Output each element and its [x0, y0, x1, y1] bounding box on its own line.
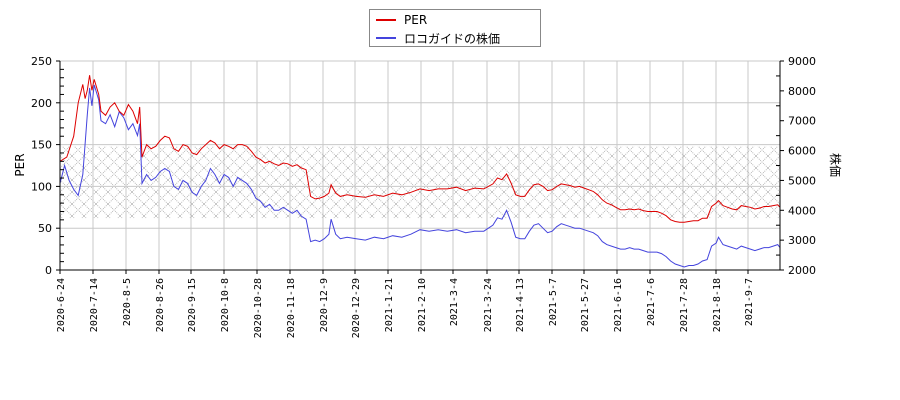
x-tick-label: 2021-2-10: [417, 278, 428, 332]
x-tick-label: 2021-5-7: [548, 278, 559, 326]
left-axis-title: PER: [13, 153, 27, 176]
x-tick-label: 2020-12-9: [319, 278, 330, 332]
right-tick-label: 8000: [788, 85, 816, 98]
x-tick-label: 2020-10-28: [253, 278, 264, 338]
right-tick-label: 6000: [788, 145, 816, 158]
x-tick-label: 2021-7-28: [679, 278, 690, 332]
x-tick-label: 2020-6-24: [56, 278, 67, 332]
left-tick-label: 150: [31, 139, 52, 152]
legend-item-per: PER: [370, 11, 427, 29]
legend-swatch-per: [376, 19, 396, 21]
x-tick-label: 2021-9-7: [744, 278, 755, 326]
x-tick-label: 2020-8-26: [155, 278, 166, 332]
x-tick-label: 2021-6-16: [613, 278, 624, 332]
series-line: [60, 75, 780, 223]
right-tick-label: 7000: [788, 115, 816, 128]
x-tick-label: 2020-10-8: [220, 278, 231, 332]
x-tick-label: 2021-8-18: [712, 278, 723, 332]
legend: PER ロコガイドの株価: [369, 9, 541, 47]
x-tick-label: 2021-4-13: [515, 278, 526, 332]
x-tick-label: 2020-9-15: [187, 278, 198, 332]
series-line: [60, 84, 780, 268]
right-axis-title: 株価: [828, 153, 843, 177]
shaded-band: [60, 146, 780, 219]
left-tick-label: 50: [38, 222, 52, 235]
legend-label-price: ロコガイドの株価: [404, 31, 501, 46]
right-tick-label: 4000: [788, 204, 816, 217]
x-tick-label: 2021-5-27: [580, 278, 591, 332]
x-tick-label: 2021-1-21: [384, 278, 395, 332]
axes: 2020-6-24 2020-7-14 2020-8-5 2020-8-26 2020-…: [31, 55, 816, 338]
left-tick-label: 0: [45, 264, 52, 277]
x-tick-label: 2020-7-14: [89, 278, 100, 332]
x-tick-label: 2020-8-5: [122, 278, 133, 326]
legend-label-per: PER: [404, 13, 428, 27]
left-tick-label: 200: [31, 97, 52, 110]
x-tick-label: 2021-3-24: [483, 278, 494, 332]
right-tick-label: 5000: [788, 174, 816, 187]
right-tick-label: 9000: [788, 55, 816, 68]
x-tick-label: 2020-12-29: [351, 278, 362, 338]
x-tick-label: 2021-7-6: [646, 278, 657, 326]
right-tick-label: 3000: [788, 234, 816, 247]
right-tick-label: 2000: [788, 264, 816, 277]
x-tick-label: 2020-11-18: [286, 278, 297, 338]
series-lines: [60, 75, 780, 268]
legend-swatch-price: [376, 37, 396, 39]
left-tick-label: 250: [31, 55, 52, 68]
left-tick-label: 100: [31, 180, 52, 193]
legend-item-price: ロコガイドの株価: [370, 29, 500, 47]
grid-lines: [60, 60, 780, 270]
x-tick-label: 2021-3-4: [449, 278, 460, 326]
